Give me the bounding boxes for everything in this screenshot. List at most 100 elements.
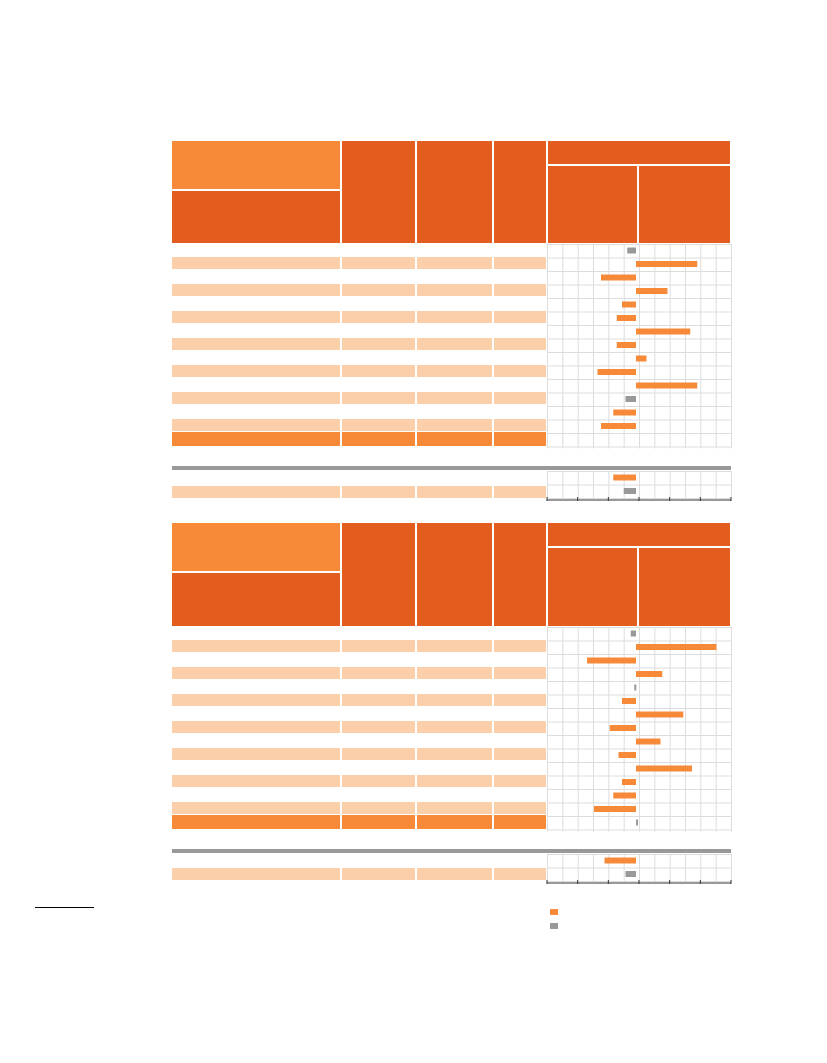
table-cell bbox=[342, 338, 415, 350]
header-cell-col3 bbox=[494, 523, 546, 626]
bar bbox=[636, 288, 668, 294]
table-cell bbox=[417, 814, 492, 829]
table-cell bbox=[342, 748, 415, 760]
header-cell-col2 bbox=[417, 141, 492, 243]
table-cell bbox=[494, 748, 546, 760]
bar bbox=[636, 328, 691, 335]
table-cell bbox=[494, 640, 546, 652]
bar bbox=[636, 738, 661, 745]
table-cell bbox=[342, 365, 415, 377]
footnote-rule bbox=[35, 907, 94, 908]
bar bbox=[627, 247, 636, 254]
chart-grid bbox=[547, 627, 732, 832]
section-separator bbox=[172, 849, 731, 853]
bar bbox=[636, 711, 684, 718]
bar bbox=[597, 369, 636, 375]
header-cell-col3 bbox=[494, 141, 546, 243]
table-cell bbox=[172, 868, 340, 880]
bar bbox=[630, 630, 636, 637]
bar bbox=[613, 792, 636, 799]
header-cell-sub2 bbox=[639, 548, 730, 626]
table-cell bbox=[417, 721, 492, 733]
table-cell bbox=[417, 311, 492, 323]
table-cell bbox=[342, 667, 415, 679]
bar bbox=[613, 474, 636, 481]
table-cell bbox=[494, 311, 546, 323]
bar bbox=[636, 355, 647, 362]
header-cell-group bbox=[548, 141, 730, 164]
bar bbox=[623, 488, 636, 494]
table-cell bbox=[417, 431, 492, 446]
table-cell bbox=[172, 257, 340, 269]
chart-grid-summary bbox=[547, 854, 732, 882]
table-cell bbox=[417, 485, 492, 498]
table-cell bbox=[417, 338, 492, 350]
table-cell bbox=[494, 338, 546, 350]
bar bbox=[613, 409, 636, 416]
table-cell bbox=[172, 667, 340, 679]
bar bbox=[604, 857, 636, 864]
table-cell bbox=[342, 485, 415, 498]
bar bbox=[636, 819, 638, 826]
bar bbox=[636, 261, 698, 267]
header-cell-col1 bbox=[342, 523, 415, 626]
table-cell bbox=[342, 802, 415, 814]
bar bbox=[594, 806, 636, 812]
header-cell-col1 bbox=[342, 141, 415, 243]
table-cell bbox=[494, 419, 546, 431]
table-cell bbox=[494, 257, 546, 269]
table-cell bbox=[172, 640, 340, 652]
table-panel-1 bbox=[0, 0, 827, 501]
chart-grid bbox=[547, 244, 732, 449]
bar bbox=[625, 871, 636, 877]
table-cell bbox=[342, 311, 415, 323]
header-cell-sub1 bbox=[548, 166, 637, 243]
header-cell-light bbox=[172, 141, 340, 189]
section-separator bbox=[172, 466, 731, 470]
table-cell bbox=[342, 694, 415, 706]
table-cell bbox=[494, 868, 546, 880]
table-cell bbox=[342, 284, 415, 296]
bar bbox=[622, 779, 636, 785]
table-cell bbox=[172, 338, 340, 350]
gray-square-icon bbox=[550, 923, 558, 929]
bar-chart-2 bbox=[546, 627, 732, 884]
bar-chart-1 bbox=[546, 244, 732, 501]
table-cell bbox=[494, 802, 546, 814]
table-cell bbox=[417, 694, 492, 706]
table-cell bbox=[342, 392, 415, 404]
table-cell bbox=[172, 721, 340, 733]
bar bbox=[636, 671, 663, 677]
orange-square-icon bbox=[550, 909, 558, 915]
table-cell bbox=[417, 868, 492, 880]
bar bbox=[636, 644, 717, 650]
bar bbox=[636, 382, 698, 389]
table-cell bbox=[417, 392, 492, 404]
table-cell bbox=[172, 694, 340, 706]
table-cell bbox=[494, 775, 546, 787]
table-cell bbox=[494, 814, 546, 829]
table-cell bbox=[172, 392, 340, 404]
bar bbox=[601, 274, 636, 281]
table-cell bbox=[172, 365, 340, 377]
table-cell bbox=[417, 667, 492, 679]
table-cell bbox=[417, 802, 492, 814]
table-cell bbox=[342, 775, 415, 787]
table-cell bbox=[417, 640, 492, 652]
bar bbox=[622, 698, 636, 704]
table-cell bbox=[494, 431, 546, 446]
table-panel-2 bbox=[0, 0, 827, 884]
bar bbox=[636, 765, 692, 772]
table-cell bbox=[342, 419, 415, 431]
table-cell bbox=[494, 694, 546, 706]
table-cell bbox=[494, 284, 546, 296]
table-cell bbox=[494, 365, 546, 377]
header-cell-group bbox=[548, 523, 730, 546]
table-cell bbox=[417, 284, 492, 296]
table-cell bbox=[172, 748, 340, 760]
table-cell bbox=[172, 814, 340, 829]
table-cell bbox=[342, 868, 415, 880]
table-cell bbox=[342, 431, 415, 446]
bar bbox=[625, 396, 636, 402]
